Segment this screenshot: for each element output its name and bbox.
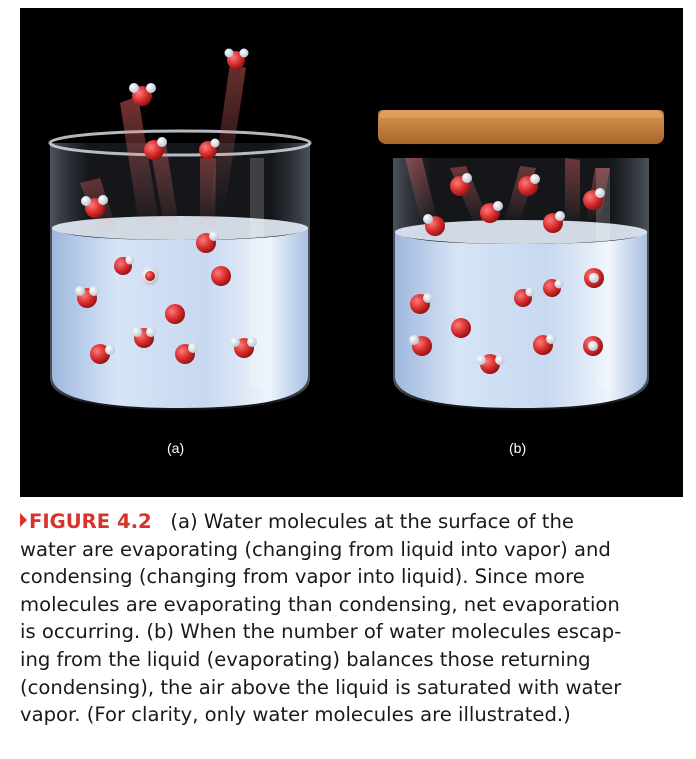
water-molecule bbox=[230, 337, 257, 358]
water-molecule bbox=[584, 268, 604, 288]
water-molecule bbox=[165, 304, 185, 324]
caption-text-line-7: (condensing), the air above the liquid i… bbox=[20, 675, 622, 699]
figure-caption: FIGURE 4.2 (a) Water molecules at the su… bbox=[20, 508, 680, 729]
beaker-b: (b) bbox=[378, 110, 664, 456]
caption-text-line-1: (a) Water molecules at the surface of th… bbox=[170, 510, 574, 533]
caption-text-line-2: water are evaporating (changing from liq… bbox=[20, 537, 611, 561]
water-molecule bbox=[196, 231, 219, 253]
water-molecule bbox=[480, 201, 503, 223]
water-molecule bbox=[132, 327, 156, 348]
water-molecule bbox=[518, 174, 540, 196]
panel-label-a: (a) bbox=[167, 440, 184, 456]
water-molecule bbox=[199, 138, 220, 159]
water-molecule bbox=[514, 287, 535, 307]
water-molecule bbox=[451, 318, 471, 338]
water-molecule bbox=[144, 137, 167, 160]
figure-id: FIGURE 4.2 bbox=[29, 510, 152, 533]
panel-label-b: (b) bbox=[509, 440, 526, 456]
water-molecule bbox=[583, 188, 605, 210]
water-molecule bbox=[211, 266, 231, 286]
caption-line: FIGURE 4.2 (a) Water molecules at the su… bbox=[20, 508, 680, 536]
caption-text-line-8: vapor. (For clarity, only water molecule… bbox=[20, 703, 571, 727]
jar-lid bbox=[378, 110, 664, 144]
water-molecule bbox=[114, 255, 135, 275]
water-molecule bbox=[81, 195, 108, 218]
water-molecule bbox=[175, 343, 198, 364]
water-molecule bbox=[543, 279, 564, 297]
water-molecule bbox=[543, 211, 565, 233]
caption-text-line-3: condensing (changing from vapor into liq… bbox=[20, 565, 585, 589]
water-molecule bbox=[533, 334, 556, 355]
water-molecule bbox=[224, 48, 249, 69]
water-molecule bbox=[423, 214, 445, 236]
figure-illustration: (a) bbox=[20, 8, 683, 497]
caption-text-line-4: molecules are evaporating than condensin… bbox=[20, 592, 620, 616]
caption-text-line-5: is occurring. (b) When the number of wat… bbox=[20, 620, 622, 644]
water-molecule bbox=[450, 173, 472, 196]
water-molecule bbox=[476, 354, 505, 374]
water-molecule bbox=[75, 286, 99, 308]
water-molecule bbox=[410, 293, 433, 314]
water-molecule bbox=[129, 83, 156, 106]
water-molecule bbox=[90, 344, 115, 364]
water-molecule bbox=[409, 335, 432, 356]
caption-text-line-6: ing from the liquid (evaporating) balanc… bbox=[20, 647, 591, 671]
water-molecule bbox=[141, 267, 159, 285]
beaker-a: (a) bbox=[48, 48, 312, 456]
caption-marker-icon bbox=[20, 513, 27, 527]
water-molecule bbox=[583, 336, 603, 356]
